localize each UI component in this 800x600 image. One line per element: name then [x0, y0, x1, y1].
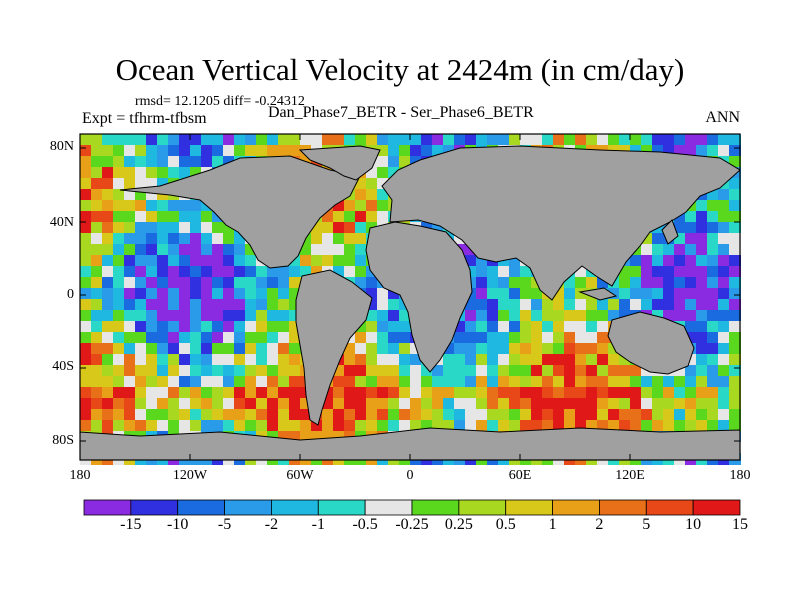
season-label: ANN — [705, 109, 740, 126]
colorbar-swatch — [411, 499, 460, 516]
lat-tick-label: 0 — [67, 287, 74, 302]
lon-tick-label: 180 — [69, 468, 91, 483]
colorbar-label: -10 — [167, 516, 189, 533]
lat-tick-label: 80N — [49, 139, 74, 154]
eurasia-land — [381, 145, 741, 301]
lon-tick-label: 60W — [286, 468, 314, 483]
colorbar-label: 10 — [685, 516, 702, 533]
japan-land — [661, 219, 679, 245]
plot-title: Ocean Vertical Velocity at 2424m (in cm/… — [115, 52, 685, 87]
colorbar-label: 0.25 — [444, 516, 473, 533]
colorbar-label: 15 — [732, 516, 748, 533]
land-masks — [79, 145, 741, 461]
colorbar-swatch — [645, 499, 694, 516]
comparison-subtitle: Dan_Phase7_BETR - Ser_Phase6_BETR — [268, 104, 534, 121]
colorbar-label: -1 — [311, 516, 325, 533]
greenland-land — [298, 145, 381, 181]
colorbar-label: -5 — [217, 516, 232, 533]
lon-tick-label: 0 — [406, 468, 414, 483]
australia-land — [607, 311, 695, 375]
lon-tick-label: 180 — [729, 468, 751, 483]
lat-tick-label: 40N — [49, 215, 74, 230]
africa-land — [365, 221, 473, 373]
colorbar-swatch — [458, 499, 507, 516]
colorbar-label: -0.25 — [395, 516, 429, 533]
colorbar-label: -0.5 — [352, 516, 378, 533]
colorbar-label: -15 — [120, 516, 142, 533]
experiment-label: Expt = tfhrm-tfbsm — [82, 110, 207, 127]
north-america-land — [119, 155, 361, 269]
lon-tick-label: 60E — [508, 468, 532, 483]
lon-tick-label: 120E — [615, 468, 645, 483]
colorbar-swatch — [599, 499, 647, 516]
colorbar-label: 0.5 — [495, 516, 516, 533]
lat-tick-label: 40S — [52, 359, 74, 374]
colorbar-label: -2 — [264, 516, 279, 533]
colorbar-label: 5 — [642, 516, 651, 533]
colorbar-label: 2 — [595, 516, 604, 533]
lat-tick-label: 80S — [52, 433, 74, 448]
colorbar-swatch — [692, 499, 741, 516]
colorbar-swatch — [271, 499, 319, 516]
lon-tick-label: 120W — [172, 468, 208, 483]
rmsd-stats: rmsd= 12.1205 diff= -0.24312 — [135, 94, 305, 109]
colorbar-swatch — [364, 499, 413, 516]
colorbar-swatch — [177, 499, 225, 516]
colorbar-label: 1 — [548, 516, 557, 533]
south-america-land — [295, 269, 373, 426]
colorbar-swatch — [224, 499, 272, 516]
colorbar-swatch — [552, 499, 600, 516]
indonesia-land — [578, 287, 618, 301]
colorbar-swatch — [130, 499, 179, 516]
colorbar-swatch — [505, 499, 553, 516]
colorbar-swatch — [317, 499, 366, 516]
colorbar-swatch — [83, 499, 132, 516]
